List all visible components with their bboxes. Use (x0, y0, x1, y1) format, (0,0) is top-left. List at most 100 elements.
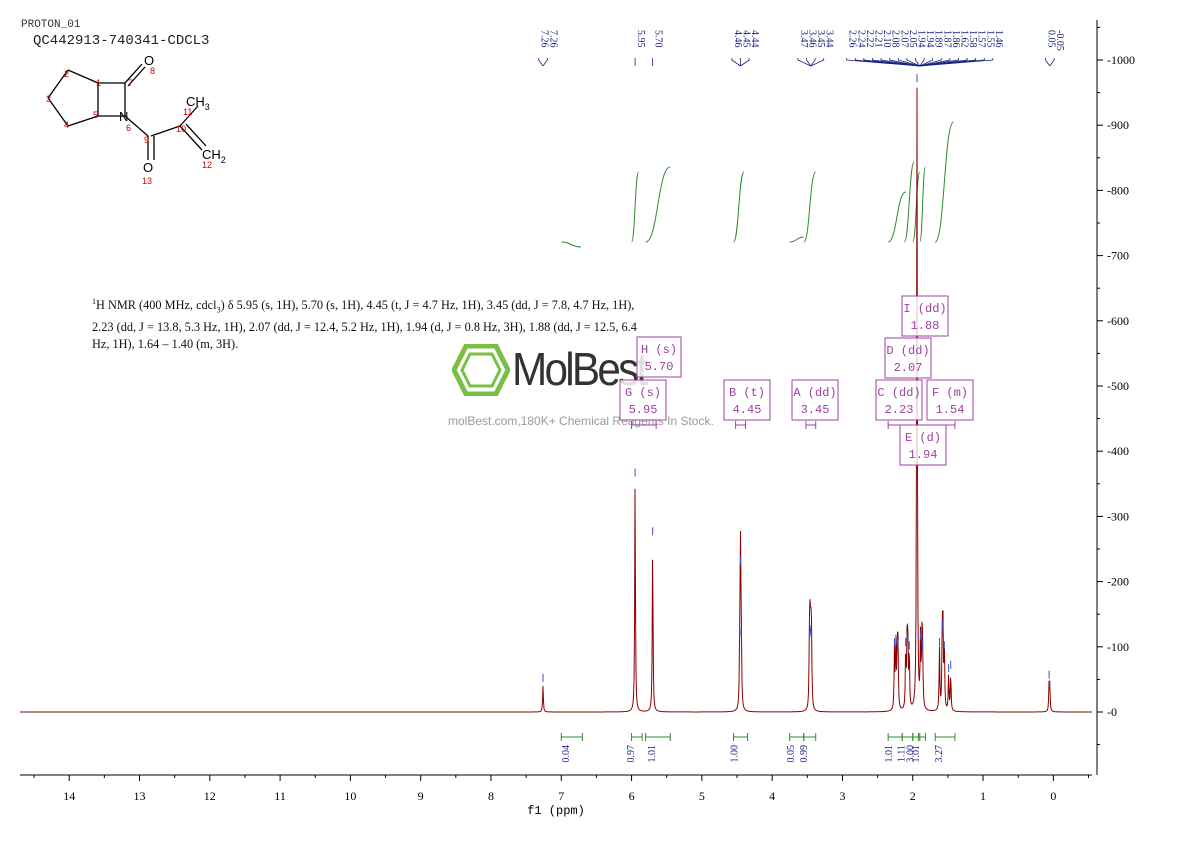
multiplet-shift: 5.70 (645, 360, 674, 374)
x-tick-label: 5 (699, 789, 705, 803)
sample-id: QC442913-740341-CDCL3 (33, 33, 210, 49)
y-tick-label: -0 (1107, 705, 1117, 719)
integral-curve (645, 166, 671, 243)
atom-ch3: CH3 (186, 94, 210, 112)
integral-value: 1.01 (911, 745, 922, 763)
x-axis-label: f1 (ppm) (527, 804, 585, 818)
integral-value: 0.04 (561, 745, 572, 763)
y-tick-label: -500 (1107, 379, 1129, 393)
x-tick-label: 13 (134, 789, 146, 803)
multiplet-box (723, 379, 771, 421)
peak-label: 4.45 (741, 30, 752, 48)
x-tick-label: 0 (1050, 789, 1056, 803)
integral-curve (934, 121, 954, 243)
peak-label-leader (906, 58, 920, 67)
ch2-sub: 2 (221, 155, 226, 165)
x-tick-label: 3 (839, 789, 845, 803)
x-tick-label: 1 (980, 789, 986, 803)
x-tick-label: 7 (558, 789, 564, 803)
multiplet-type: E (d) (905, 431, 941, 445)
peak-label: 2.07 (898, 30, 909, 48)
peak-label: 1.94 (915, 30, 926, 48)
multiplet-box (636, 336, 682, 378)
x-tick-label: 2 (910, 789, 916, 803)
integral-value: 1.01 (884, 745, 895, 763)
integral-curve (733, 171, 745, 243)
multiplet-box (875, 379, 923, 421)
peak-label-leader (880, 58, 920, 67)
peak-label: 1.57 (976, 30, 987, 48)
x-tick-label: 12 (204, 789, 216, 803)
atom-number-3: 3 (46, 94, 51, 104)
peak-label-leader (538, 58, 544, 67)
multiplet-type: F (m) (932, 386, 968, 400)
multiplet-shift: 3.45 (801, 403, 830, 417)
peak-label: 2.26 (847, 30, 858, 48)
molecule-structure: O N O CH3 CH2 1 2 3 4 5 6 7 8 9 10 11 12… (46, 53, 226, 186)
integral-curve (887, 191, 906, 243)
y-tick-label: -300 (1107, 509, 1129, 523)
ch3-main: CH (186, 94, 205, 109)
multiplet-box (926, 379, 974, 421)
peak-label: 1.62 (958, 30, 969, 48)
y-tick-label: -600 (1107, 314, 1129, 328)
nmr-body: ) δ 5.95 (s, 1H), 5.70 (s, 1H), 4.45 (t,… (92, 298, 637, 351)
peak-label: 1.94 (924, 30, 935, 48)
y-tick-label: -800 (1107, 183, 1129, 197)
multiplet-shift: 4.45 (733, 403, 762, 417)
x-tick-label: 9 (418, 789, 424, 803)
peak-label-leader (919, 58, 994, 67)
y-tick-label: -1000 (1107, 53, 1135, 67)
peak-label: 1.87 (941, 30, 952, 48)
multiplet-shift: 2.23 (885, 403, 914, 417)
nmr-description: 1H NMR (400 MHz, cdcl3) δ 5.95 (s, 1H), … (92, 294, 652, 352)
y-tick-label: -100 (1107, 640, 1129, 654)
integral-value: 1.01 (647, 745, 658, 763)
integral-curve (561, 241, 581, 248)
peak-label: -0.05 (1054, 30, 1065, 51)
y-tick-label: -400 (1107, 444, 1129, 458)
peak-label: 2.21 (872, 30, 883, 48)
peak-label: 5.95 (635, 30, 646, 48)
peak-label-leader (872, 58, 920, 67)
peak-label: 2.22 (864, 30, 875, 48)
peak-label-leader (919, 58, 942, 67)
peak-label: 2.05 (907, 30, 918, 48)
atom-o8: O (144, 53, 154, 68)
multiplet-shift: 1.88 (911, 319, 940, 333)
nmr-solvent-sub: 3 (216, 305, 221, 315)
multiplet-box (901, 295, 949, 337)
y-tick-label: -700 (1107, 249, 1129, 263)
peak-label-leader (810, 58, 816, 67)
atom-n: N (119, 109, 128, 124)
multiplet-type: C (dd) (877, 386, 920, 400)
nmr-lead: H NMR (400 MHz, cdcl (96, 298, 217, 313)
molbest-logo-icon (452, 344, 510, 396)
peak-label: 2.10 (881, 30, 892, 48)
x-tick-label: 11 (274, 789, 286, 803)
peak-label: 2.08 (890, 30, 901, 48)
peak-label-leader (919, 58, 934, 67)
peak-label: 1.46 (993, 30, 1004, 48)
x-tick-label: 8 (488, 789, 494, 803)
multiplet-box (884, 337, 932, 379)
integral-value: 3.00 (905, 745, 916, 763)
integral-value: 0.99 (799, 745, 810, 763)
atom-number-7: 7 (128, 78, 133, 88)
atom-number-13: 13 (142, 176, 152, 186)
integral-value: 1.00 (730, 745, 741, 763)
peak-label: 3.47 (798, 30, 809, 48)
atom-number-12: 12 (202, 160, 212, 170)
multiplet-type: B (t) (729, 386, 765, 400)
peak-label-leader (919, 58, 925, 67)
atom-number-4: 4 (64, 120, 69, 130)
integral-value: 0.97 (626, 745, 637, 763)
peak-label-leader (542, 58, 548, 67)
peak-label: 0.05 (1046, 30, 1057, 48)
experiment-label: PROTON_01 (21, 19, 81, 31)
peak-label: 7.26 (547, 30, 558, 48)
peak-label: 2.24 (855, 30, 866, 48)
multiplet-type: H (s) (641, 343, 677, 357)
